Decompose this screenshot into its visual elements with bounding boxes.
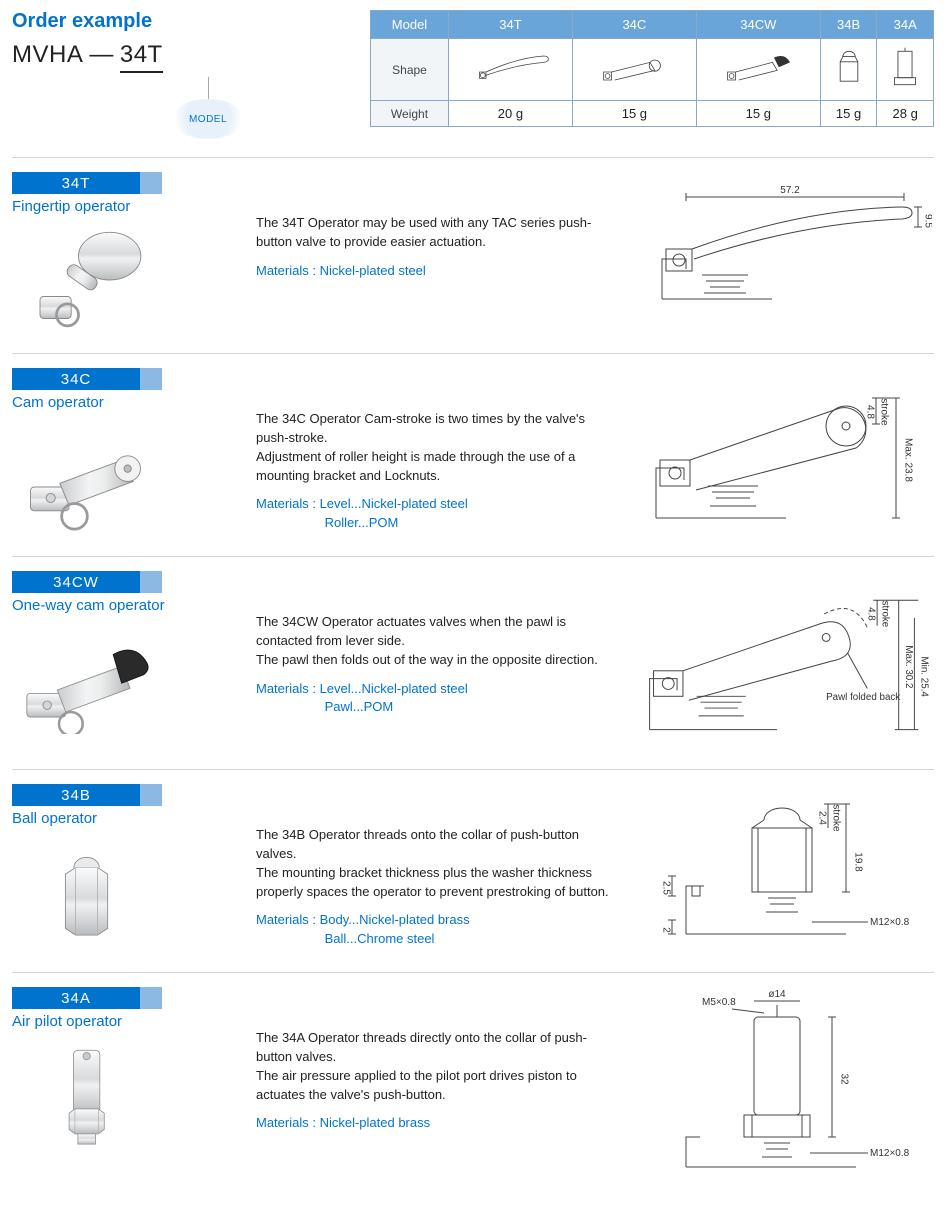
- order-prefix: MVHA: [12, 41, 83, 69]
- materials-34cw: Materials : Level...Nickel-plated steel …: [256, 680, 616, 718]
- dim-34c-max: Max. 23.8: [903, 438, 914, 482]
- dim-34a-topthread: M5×0.8: [702, 997, 736, 1008]
- model-bubble-wrap: MODEL: [12, 77, 342, 139]
- order-example-block: Order example MVHA — 34T MODEL: [12, 10, 342, 139]
- tag-34c: 34C: [12, 368, 162, 390]
- row-label-shape: Shape: [371, 39, 449, 101]
- dim-34t-h: 9.5: [923, 214, 933, 228]
- w-34c: 15 g: [572, 101, 696, 127]
- shape-34b: [820, 39, 877, 101]
- dim-34b-stroke: 2.4: [817, 811, 828, 825]
- desc-34t: The 34T Operator may be used with any TA…: [256, 214, 616, 252]
- tag-tail: [140, 172, 162, 194]
- order-example-label: Order example: [12, 10, 342, 33]
- product-34c: 34C Cam operator The 34C Operator Cam-st…: [12, 353, 934, 556]
- th-34t: 34T: [449, 11, 573, 39]
- model-table-header-row: Model 34T 34C 34CW 34B 34A: [371, 11, 934, 39]
- drawing-34c: 4.8 stroke Max. 23.8: [630, 368, 934, 538]
- tag-code: 34B: [12, 784, 140, 806]
- drawing-34t: 57.2 9.5: [630, 172, 934, 335]
- photo-34c: [12, 421, 162, 531]
- dim-34a-dia: ø14: [768, 989, 786, 1000]
- order-code: MVHA — 34T: [12, 41, 342, 73]
- dim-34c-stroke: 4.8: [865, 405, 876, 419]
- subtitle-34b: Ball operator: [12, 810, 97, 827]
- dim-34b-t2: 2: [661, 927, 672, 933]
- w-34t: 20 g: [449, 101, 573, 127]
- th-34a: 34A: [877, 11, 934, 39]
- drawing-34b: 2.4 stroke 19.8 2.5 2 M12×0.8: [630, 784, 934, 954]
- photo-34a: [12, 1040, 162, 1150]
- tag-34a: 34A: [12, 987, 162, 1009]
- subtitle-34t: Fingertip operator: [12, 198, 130, 215]
- dim-34a-thread: M12×0.8: [870, 1148, 910, 1159]
- w-34b: 15 g: [820, 101, 877, 127]
- th-model: Model: [371, 11, 449, 39]
- materials-34a: Materials : Nickel-plated brass: [256, 1114, 616, 1133]
- note-34cw: Pawl folded back: [826, 692, 900, 703]
- order-model-segment: 34T: [120, 41, 163, 73]
- dim-34a-h: 32: [839, 1073, 850, 1085]
- tag-code: 34T: [12, 172, 140, 194]
- dim-34cw-stroke-label: stroke: [879, 601, 890, 628]
- subtitle-34c: Cam operator: [12, 394, 104, 411]
- dim-34cw-max: Max. 30.2: [903, 645, 914, 688]
- w-34cw: 15 g: [696, 101, 820, 127]
- tag-34t: 34T: [12, 172, 162, 194]
- photo-34t: [12, 225, 162, 335]
- tag-code: 34A: [12, 987, 140, 1009]
- product-34t: 34T Fingertip operator The 34T Operator …: [12, 157, 934, 353]
- materials-34t: Materials : Nickel-plated steel: [256, 262, 616, 281]
- photo-34b: [12, 837, 162, 947]
- order-dash: —: [89, 41, 114, 69]
- drawing-34a: M5×0.8 ø14 32 M12×0.8: [630, 987, 934, 1187]
- product-34cw: 34CW One-way cam operator The 34CW Opera…: [12, 556, 934, 769]
- drawing-34cw: 4.8 stroke Max. 30.2 Min. 25.4 Pawl fold…: [630, 571, 934, 751]
- model-table-weight-row: Weight 20 g 15 g 15 g 15 g 28 g: [371, 101, 934, 127]
- dim-34b-stroke-label: stroke: [831, 804, 842, 832]
- th-34cw: 34CW: [696, 11, 820, 39]
- th-34c: 34C: [572, 11, 696, 39]
- th-34b: 34B: [820, 11, 877, 39]
- desc-34c: The 34C Operator Cam-stroke is two times…: [256, 410, 616, 485]
- materials-34b: Materials : Body...Nickel-plated brass B…: [256, 911, 616, 949]
- product-34a: 34A Air pilot operator The 34A Operator …: [12, 972, 934, 1205]
- dim-34t-len: 57.2: [780, 185, 800, 196]
- dim-34b-h: 19.8: [853, 852, 864, 872]
- shape-34t: [449, 39, 573, 101]
- tag-tail: [140, 784, 162, 806]
- shape-34cw: [696, 39, 820, 101]
- materials-34c: Materials : Level...Nickel-plated steel …: [256, 495, 616, 533]
- desc-34a: The 34A Operator threads directly onto t…: [256, 1029, 616, 1104]
- photo-34cw: [12, 624, 162, 734]
- shape-34a: [877, 39, 934, 101]
- model-bubble: MODEL: [172, 99, 244, 139]
- tag-code: 34C: [12, 368, 140, 390]
- product-34b: 34B Ball operator The 34B Operator threa…: [12, 769, 934, 972]
- model-table-shape-row: Shape: [371, 39, 934, 101]
- dim-34cw-min: Min. 25.4: [919, 657, 930, 698]
- dim-34b-thread: M12×0.8: [870, 917, 910, 928]
- top-row: Order example MVHA — 34T MODEL Model 34T…: [12, 10, 934, 139]
- tag-code: 34CW: [12, 571, 140, 593]
- shape-34c: [572, 39, 696, 101]
- desc-34b: The 34B Operator threads onto the collar…: [256, 826, 616, 901]
- model-table: Model 34T 34C 34CW 34B 34A Shape: [370, 10, 934, 127]
- subtitle-34cw: One-way cam operator: [12, 597, 165, 614]
- tag-34b: 34B: [12, 784, 162, 806]
- tag-tail: [140, 368, 162, 390]
- w-34a: 28 g: [877, 101, 934, 127]
- dim-34c-stroke-label: stroke: [879, 398, 890, 426]
- tag-tail: [140, 987, 162, 1009]
- subtitle-34a: Air pilot operator: [12, 1013, 122, 1030]
- row-label-weight: Weight: [371, 101, 449, 127]
- tag-34cw: 34CW: [12, 571, 162, 593]
- tag-tail: [140, 571, 162, 593]
- dim-34cw-stroke: 4.8: [866, 607, 877, 621]
- dim-34b-t1: 2.5: [661, 881, 672, 895]
- desc-34cw: The 34CW Operator actuates valves when t…: [256, 613, 616, 670]
